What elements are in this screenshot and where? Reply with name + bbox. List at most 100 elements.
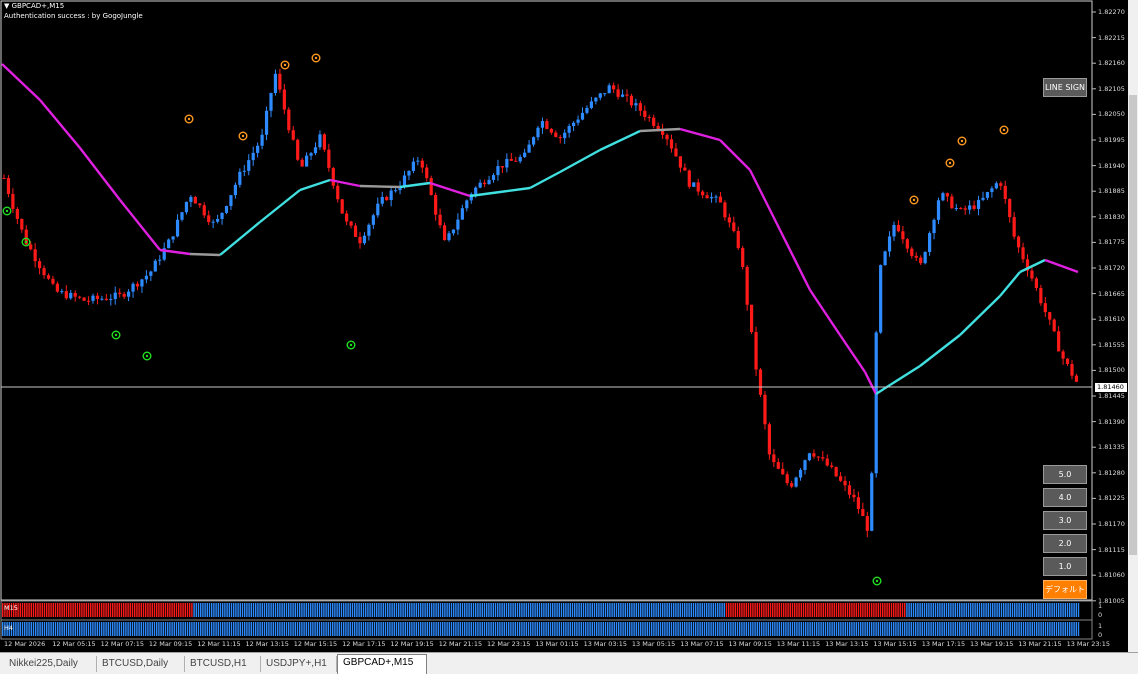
h4-strip-bar [466,622,468,636]
candle-body [29,244,33,250]
m15-strip-bar [39,603,41,617]
m15-strip-bar [336,603,338,617]
h4-strip-bar [281,622,283,636]
m15-strip-bar [1069,603,1071,617]
m15-strip-bar [945,603,948,617]
m15-strip-bar [387,603,389,617]
scale-5-button[interactable]: 5.0 [1043,465,1087,484]
h4-strip-bar [736,622,739,636]
candle-body [345,213,349,222]
scale-4-button[interactable]: 4.0 [1043,488,1087,507]
h4-strip-bar [481,622,483,636]
h4-strip-bar [912,622,915,636]
h4-strip-bar [1040,622,1042,636]
scale-1-button[interactable]: 1.0 [1043,557,1087,576]
h4-strip-bar [426,622,428,636]
candle-body [847,485,852,495]
candle-body [696,182,700,192]
ma-line-segment [839,334,866,373]
m15-strip-bar [959,603,961,617]
m15-strip-bar [609,603,611,617]
m15-strip-bar [853,603,855,617]
tab-gbpcad-m15[interactable]: GBPCAD+,M15 [337,654,427,674]
h4-strip-bar [943,622,945,636]
m15-strip-bar [222,603,224,617]
m15-strip-bar [483,603,486,617]
h4-strip-bar [120,622,123,636]
h4-strip-bar [123,622,125,636]
h4-strip-bar [391,622,393,636]
candle-body [514,160,518,162]
h4-strip-bar [956,622,959,636]
h4-strip-bar [114,622,116,636]
m15-strip-bar [76,603,79,617]
m15-strip-bar [893,603,895,617]
sell-signal-icon [280,60,290,70]
h4-strip-bar [162,622,164,636]
h4-strip-bar [290,622,292,636]
tab-nikkei225-daily[interactable]: Nikkei225,Daily [4,656,97,672]
vertical-scrollbar[interactable] [1128,0,1138,652]
tab-btcusd-daily[interactable]: BTCUSD,Daily [97,656,185,672]
candle-body [709,197,714,199]
m15-strip-bar [103,603,105,617]
m15-strip-bar [494,603,497,617]
candle-body [674,148,678,157]
h4-strip-bar [857,622,860,636]
candle-body [536,127,540,138]
h4-strip-bar [263,622,266,636]
scale-2-button[interactable]: 2.0 [1043,534,1087,553]
tab-btcusd-h1[interactable]: BTCUSD,H1 [185,656,261,672]
h4-strip-bar [479,622,481,636]
m15-strip-bar [94,603,96,617]
m15-strip-bar [129,603,131,617]
h4-strip-bar [983,622,985,636]
candle-body [687,170,691,187]
h4-strip-bar [178,622,180,636]
m15-strip-bar [521,603,523,617]
m15-strip-bar [79,603,81,617]
m15-strip-bar [332,603,334,617]
m15-strip-bar [875,603,877,617]
h4-strip-bar [347,622,349,636]
m15-strip-bar [708,603,710,617]
line-sign-button[interactable]: LINE SIGN [1043,78,1087,97]
candle-body [518,156,522,162]
h4-strip-bar [156,622,158,636]
m15-strip-bar [167,603,169,617]
h4-strip-bar [670,622,673,636]
m15-strip-bar [983,603,985,617]
scale-3-button[interactable]: 3.0 [1043,511,1087,530]
h4-strip-bar [673,622,675,636]
h4-strip-bar [213,622,215,636]
m15-strip-bar [191,603,193,617]
m15-strip-bar [459,603,461,617]
h4-strip-bar [626,622,629,636]
collapse-triangle-icon[interactable]: ▼ [4,2,12,10]
h4-strip-bar [72,622,74,636]
ma-line-segment [959,295,1001,336]
h4-strip-bar [483,622,486,636]
tab-usdjpy-h1[interactable]: USDJPY+,H1 [261,656,337,672]
m15-strip-bar [541,603,543,617]
m15-strip-bar [290,603,292,617]
h4-strip-bar [305,622,307,636]
h4-strip-bar [618,622,620,636]
scrollbar-thumb[interactable] [1129,95,1137,555]
candle-body [51,278,55,284]
default-button[interactable]: デフォルト [1043,580,1087,599]
m15-strip-bar [706,603,708,617]
h4-strip-bar [580,622,582,636]
chart-window[interactable]: ▼ GBPCAD+,M15 Authentication success : b… [0,0,1138,652]
price-chart[interactable] [0,0,1138,652]
price-tick-label: 1.81225 [1098,494,1125,503]
h4-strip-bar [235,622,237,636]
m15-strip-bar [756,603,758,617]
h4-strip-bar [545,622,547,636]
m15-strip-bar [24,603,26,617]
h4-strip-bar [897,622,899,636]
candle-body [1070,363,1074,376]
candle-body [803,460,807,470]
m15-strip-bar [158,603,160,617]
h4-strip-bar [976,622,978,636]
